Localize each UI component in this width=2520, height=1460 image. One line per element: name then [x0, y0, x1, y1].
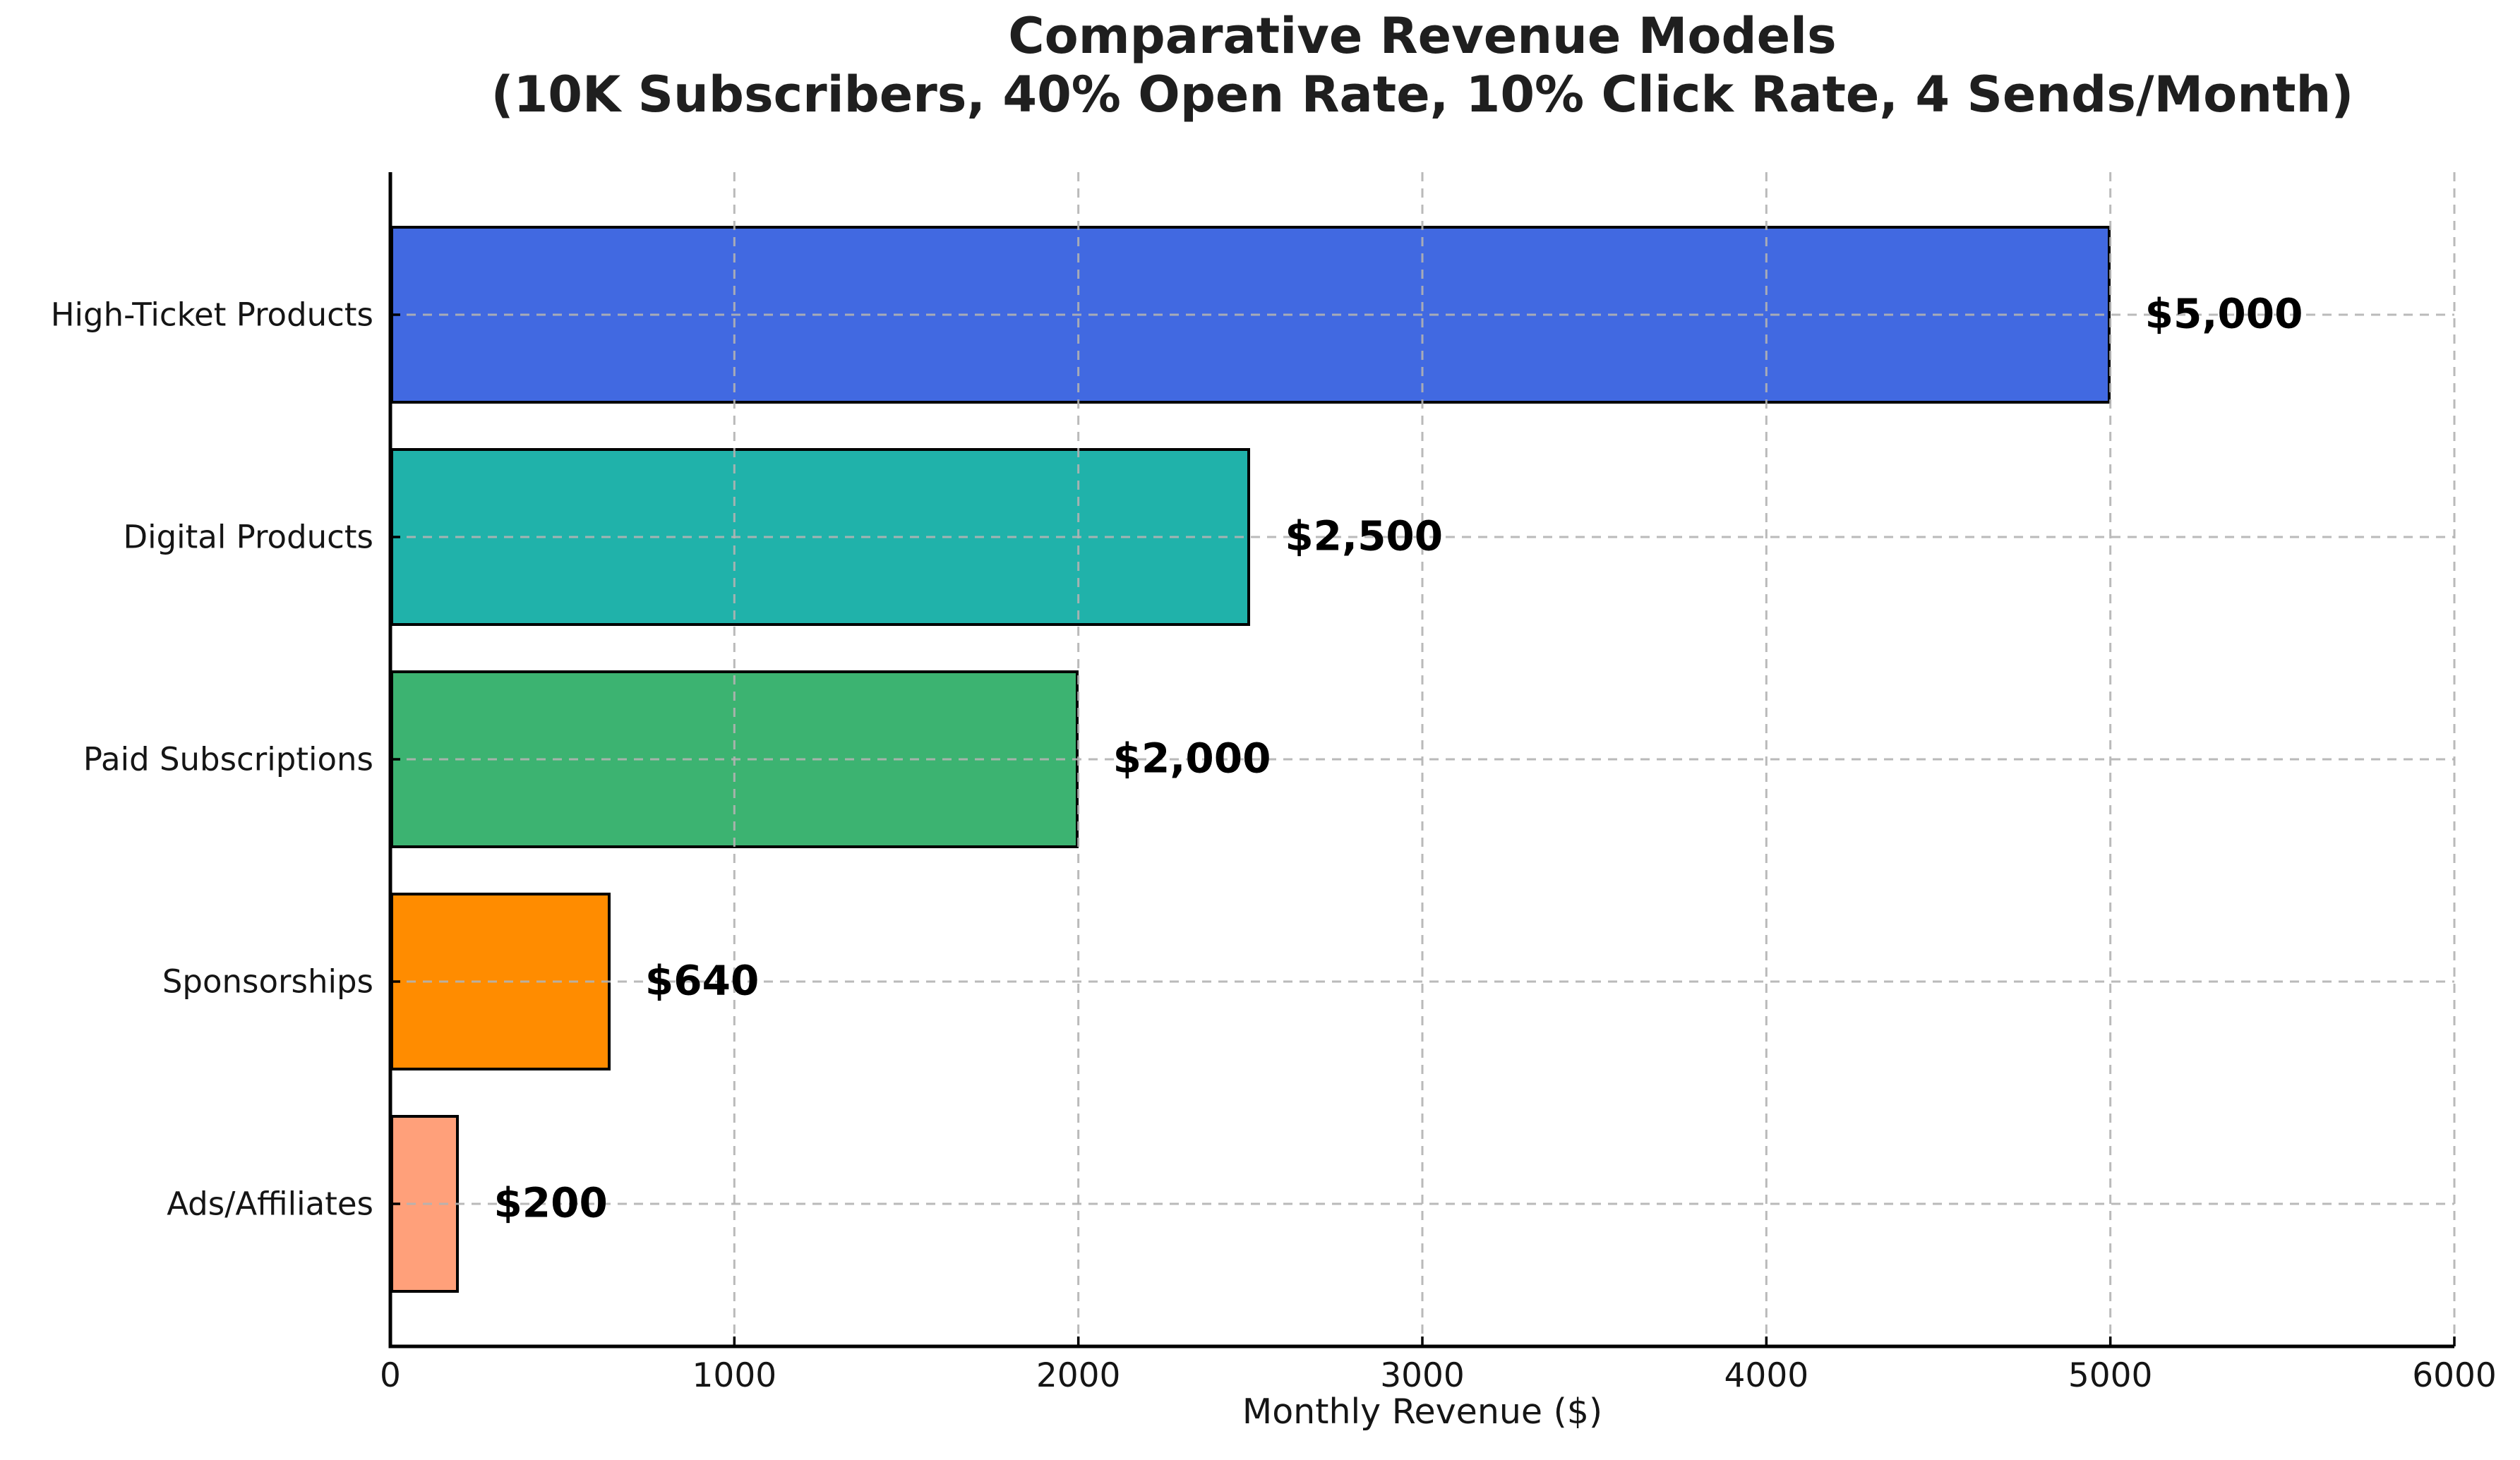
x-tick-label: 1000 — [692, 1356, 777, 1395]
category-label: Sponsorships — [162, 963, 373, 1001]
x-tick-label: 3000 — [1380, 1356, 1465, 1395]
category-label: High-Ticket Products — [50, 296, 373, 334]
x-tick-label: 0 — [380, 1356, 401, 1395]
bar-value-label: $200 — [493, 1178, 608, 1227]
category-label: Ads/Affiliates — [167, 1185, 373, 1223]
x-tick-label: 6000 — [2412, 1356, 2497, 1395]
x-tick-label: 4000 — [1724, 1356, 1809, 1395]
category-label: Digital Products — [123, 518, 373, 556]
x-tick-label: 2000 — [1036, 1356, 1121, 1395]
chart-subtitle: (10K Subscribers, 40% Open Rate, 10% Cli… — [491, 66, 2354, 123]
bar-value-label: $640 — [644, 956, 760, 1005]
bar-value-label: $2,500 — [1285, 512, 1444, 560]
x-tick-label: 5000 — [2068, 1356, 2153, 1395]
chart-title: Comparative Revenue Models — [1008, 7, 1837, 65]
category-label: Paid Subscriptions — [83, 740, 373, 778]
x-axis-label: Monthly Revenue ($) — [1242, 1392, 1603, 1432]
bar-value-label: $5,000 — [2144, 289, 2303, 338]
bar-value-label: $2,000 — [1112, 734, 1271, 783]
chart-title-block: Comparative Revenue Models (10K Subscrib… — [390, 7, 2454, 124]
